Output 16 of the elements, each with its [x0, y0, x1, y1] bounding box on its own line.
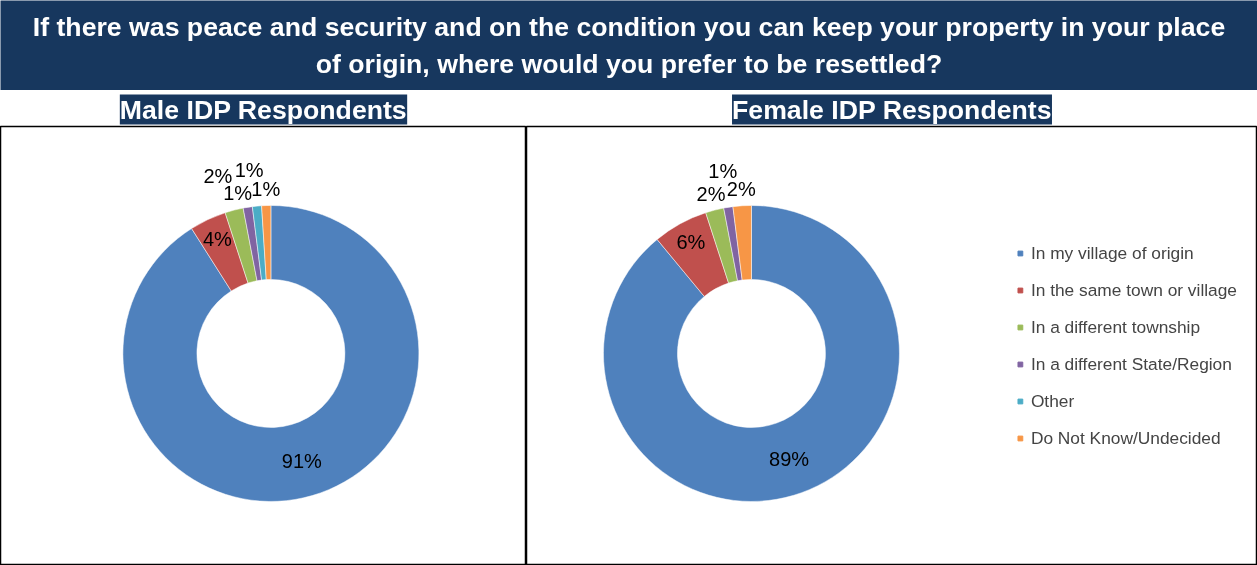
legend-label: In my village of origin: [1030, 242, 1194, 264]
chart-title: Male IDP Respondents: [119, 94, 407, 125]
legend-label: In a different State/Region: [1030, 353, 1232, 375]
legend-label: Other: [1030, 390, 1075, 412]
legend-label: Do Not Know/Undecided: [1030, 427, 1221, 449]
data-label: 2%: [696, 183, 726, 206]
data-label: 6%: [676, 231, 706, 254]
data-label: 1%: [251, 178, 281, 201]
chart-title: Female IDP Respondents: [732, 94, 1052, 125]
data-label: 4%: [202, 227, 233, 250]
text: If there was peace and security and on the condition you can keep your property in your place of origin, where would you prefer to be resettled?: [32, 11, 1226, 80]
data-label: 91%: [281, 450, 323, 473]
legend-label: In the same town or village: [1030, 279, 1237, 301]
data-label: 89%: [769, 447, 810, 470]
data-label: 1%: [234, 158, 264, 181]
legend-label: In a different township: [1030, 316, 1201, 338]
